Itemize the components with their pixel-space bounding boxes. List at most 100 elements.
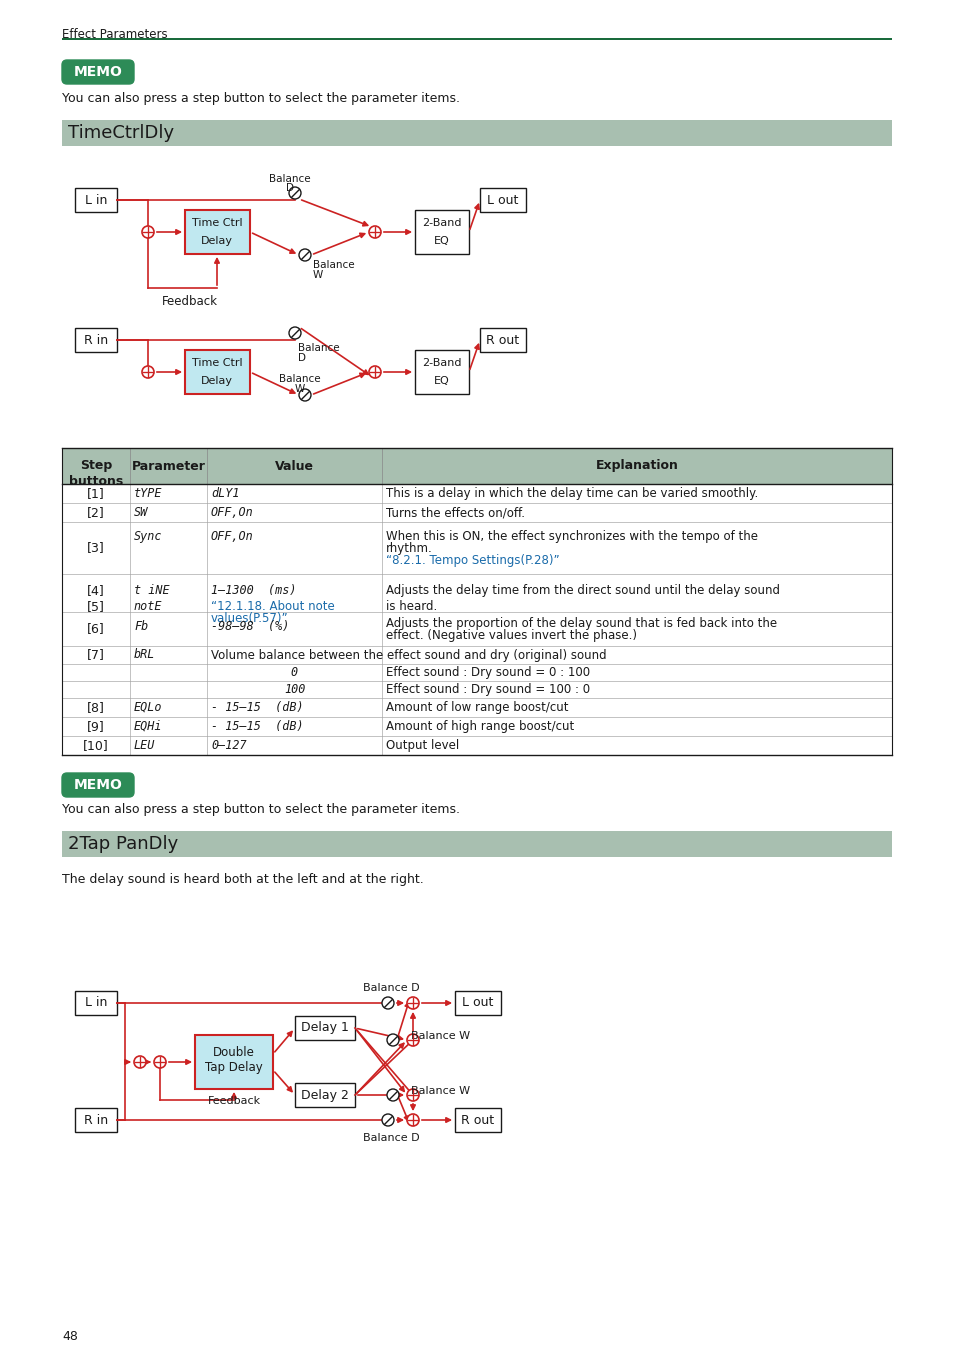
Text: 0–127: 0–127 <box>211 738 247 752</box>
Circle shape <box>289 188 301 198</box>
Text: L in: L in <box>85 996 107 1010</box>
Circle shape <box>298 248 311 261</box>
Text: W: W <box>294 383 305 394</box>
Text: Balance: Balance <box>269 174 311 184</box>
Text: [9]: [9] <box>87 720 105 733</box>
FancyBboxPatch shape <box>62 774 133 796</box>
Text: Balance W: Balance W <box>411 1085 470 1096</box>
Text: notE: notE <box>133 599 162 613</box>
Text: 0: 0 <box>291 666 297 679</box>
Circle shape <box>407 998 418 1008</box>
Circle shape <box>369 366 380 378</box>
Text: Delay: Delay <box>201 377 233 386</box>
Text: 1–1300  (ms): 1–1300 (ms) <box>211 585 296 597</box>
FancyBboxPatch shape <box>455 1108 500 1133</box>
Text: Effect sound : Dry sound = 0 : 100: Effect sound : Dry sound = 0 : 100 <box>386 666 590 679</box>
Circle shape <box>381 1114 394 1126</box>
Text: Balance: Balance <box>297 343 339 352</box>
Text: Delay: Delay <box>201 236 233 246</box>
Text: The delay sound is heard both at the left and at the right.: The delay sound is heard both at the lef… <box>62 873 423 886</box>
Text: [7]: [7] <box>87 648 105 662</box>
Text: TimeCtrlDly: TimeCtrlDly <box>68 124 174 142</box>
Text: EQHi: EQHi <box>133 720 162 733</box>
FancyBboxPatch shape <box>62 59 133 84</box>
Text: Volume balance between the effect sound and dry (original) sound: Volume balance between the effect sound … <box>211 648 606 662</box>
Text: MEMO: MEMO <box>73 778 122 792</box>
FancyBboxPatch shape <box>62 120 891 146</box>
FancyBboxPatch shape <box>75 328 117 352</box>
Circle shape <box>289 327 301 339</box>
Text: 48: 48 <box>62 1330 78 1343</box>
Circle shape <box>369 225 380 238</box>
Text: Adjusts the proportion of the delay sound that is fed back into the: Adjusts the proportion of the delay soun… <box>386 617 777 630</box>
Text: R in: R in <box>84 333 108 347</box>
Text: Balance W: Balance W <box>411 1031 470 1041</box>
FancyBboxPatch shape <box>62 832 891 857</box>
Text: R in: R in <box>84 1114 108 1126</box>
Text: bRL: bRL <box>133 648 155 662</box>
Text: Feedback: Feedback <box>207 1096 260 1106</box>
Text: Time Ctrl: Time Ctrl <box>192 358 242 369</box>
Text: OFF,On: OFF,On <box>211 531 253 543</box>
Text: -98–98  (%): -98–98 (%) <box>211 620 289 633</box>
Text: t iNE: t iNE <box>133 585 170 597</box>
Text: Balance D: Balance D <box>362 1133 419 1143</box>
Text: Step
buttons: Step buttons <box>69 459 123 487</box>
Circle shape <box>407 1114 418 1126</box>
FancyBboxPatch shape <box>294 1017 355 1040</box>
FancyBboxPatch shape <box>75 1108 117 1133</box>
Circle shape <box>142 366 153 378</box>
FancyBboxPatch shape <box>455 991 500 1015</box>
Text: Delay 1: Delay 1 <box>301 1022 349 1034</box>
Circle shape <box>387 1034 398 1046</box>
Text: Time Ctrl: Time Ctrl <box>192 217 242 228</box>
Circle shape <box>133 1056 146 1068</box>
Text: “12.1.18. About note: “12.1.18. About note <box>211 599 335 613</box>
FancyBboxPatch shape <box>479 188 525 212</box>
Text: values(P.57)”: values(P.57)” <box>211 612 289 625</box>
Text: [5]: [5] <box>87 599 105 613</box>
Text: rhythm.: rhythm. <box>386 541 433 555</box>
Text: Balance: Balance <box>279 374 320 383</box>
FancyBboxPatch shape <box>62 448 891 485</box>
Text: Fb: Fb <box>133 620 148 633</box>
Text: SW: SW <box>133 506 148 518</box>
FancyBboxPatch shape <box>75 991 117 1015</box>
Text: LEU: LEU <box>133 738 155 752</box>
Text: Output level: Output level <box>386 738 458 752</box>
Text: MEMO: MEMO <box>73 65 122 80</box>
Text: Sync: Sync <box>133 531 162 543</box>
Text: Double: Double <box>213 1045 254 1058</box>
Text: You can also press a step button to select the parameter items.: You can also press a step button to sele… <box>62 803 459 815</box>
Text: Balance D: Balance D <box>362 983 419 994</box>
Text: Value: Value <box>274 459 314 472</box>
Text: Explanation: Explanation <box>595 459 678 472</box>
Text: - 15–15  (dB): - 15–15 (dB) <box>211 720 303 733</box>
Circle shape <box>381 998 394 1008</box>
Text: [1]: [1] <box>87 487 105 500</box>
Text: L out: L out <box>462 996 493 1010</box>
FancyBboxPatch shape <box>479 328 525 352</box>
Text: dLY1: dLY1 <box>211 487 239 500</box>
Circle shape <box>387 1089 398 1102</box>
FancyBboxPatch shape <box>294 1083 355 1107</box>
Circle shape <box>407 1034 418 1046</box>
Text: Tap Delay: Tap Delay <box>205 1061 263 1073</box>
FancyBboxPatch shape <box>185 211 250 254</box>
Text: D: D <box>297 352 306 363</box>
Text: Parameter: Parameter <box>132 459 205 472</box>
Text: Effect sound : Dry sound = 100 : 0: Effect sound : Dry sound = 100 : 0 <box>386 683 590 697</box>
Text: When this is ON, the effect synchronizes with the tempo of the: When this is ON, the effect synchronizes… <box>386 531 758 543</box>
Text: W: W <box>313 270 323 279</box>
Text: Adjusts the delay time from the direct sound until the delay sound: Adjusts the delay time from the direct s… <box>386 585 780 597</box>
Text: Turns the effects on/off.: Turns the effects on/off. <box>386 506 524 518</box>
Text: Delay 2: Delay 2 <box>301 1088 349 1102</box>
Text: EQ: EQ <box>434 377 450 386</box>
Text: R out: R out <box>486 333 519 347</box>
Text: Amount of low range boost/cut: Amount of low range boost/cut <box>386 701 568 714</box>
Text: This is a delay in which the delay time can be varied smoothly.: This is a delay in which the delay time … <box>386 487 758 500</box>
FancyBboxPatch shape <box>62 38 891 40</box>
FancyBboxPatch shape <box>194 1035 273 1089</box>
Text: - 15–15  (dB): - 15–15 (dB) <box>211 701 303 714</box>
Text: L out: L out <box>487 193 518 207</box>
